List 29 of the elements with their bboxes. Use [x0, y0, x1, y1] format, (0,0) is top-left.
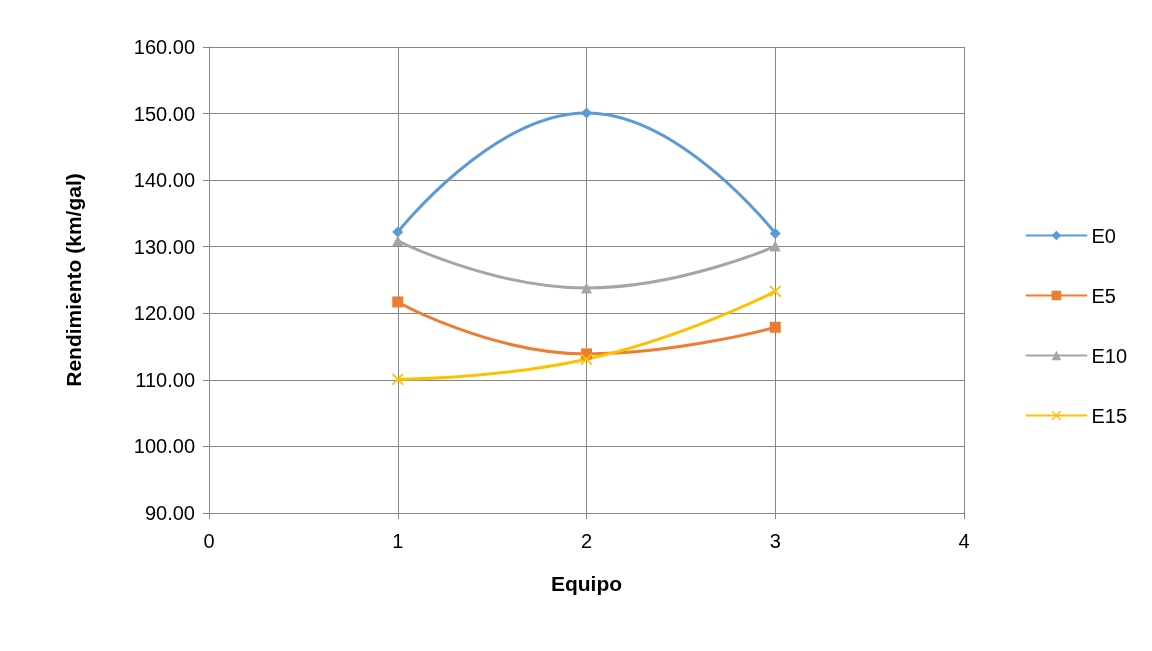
legend-label: E5	[1091, 284, 1116, 307]
x-tick-label: 3	[769, 530, 781, 552]
x-tick-label: 0	[203, 530, 215, 552]
y-tick-label: 150.00	[133, 102, 195, 125]
y-axis-title: Rendimiento (km/gal)	[62, 173, 85, 387]
y-tick-label: 160.00	[133, 36, 195, 58]
point	[769, 285, 782, 298]
point	[769, 240, 781, 252]
point	[391, 373, 404, 386]
point	[392, 296, 404, 308]
y-tick-label: 90.00	[144, 502, 195, 524]
point	[769, 227, 781, 239]
x-tick-label: 1	[392, 530, 404, 552]
x-tick-label: 4	[958, 530, 970, 552]
y-tick-label: 100.00	[133, 435, 195, 458]
y-tick-label: 120.00	[133, 302, 195, 325]
x-tick-label: 2	[580, 530, 593, 552]
point	[392, 226, 404, 238]
y-tick-label: 140.00	[133, 169, 195, 192]
point	[392, 235, 404, 247]
x-axis-title: Equipo	[550, 572, 623, 595]
legend-label: E10	[1091, 344, 1128, 367]
point	[581, 107, 592, 119]
y-tick-label: 130.00	[133, 235, 195, 258]
point	[581, 282, 592, 294]
y-tick-label: 110.00	[135, 368, 195, 391]
legend-label: E0	[1091, 224, 1116, 247]
point	[769, 321, 781, 333]
legend-label: E15	[1091, 404, 1128, 427]
